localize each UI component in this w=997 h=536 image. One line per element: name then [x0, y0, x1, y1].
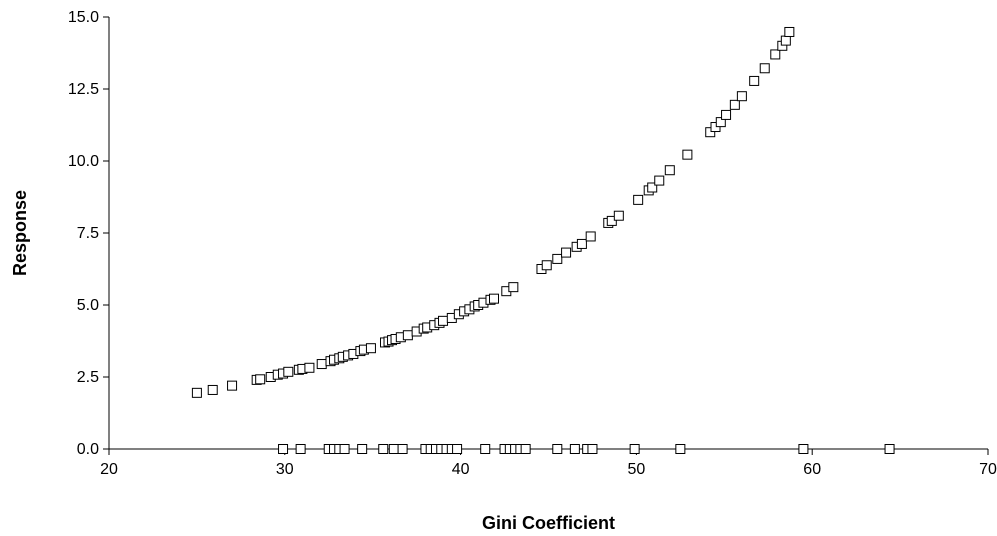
- data-point: [388, 444, 399, 454]
- data-point: [255, 374, 266, 385]
- data-point: [378, 444, 389, 454]
- x-tick-label: 40: [452, 461, 470, 478]
- data-point: [798, 444, 809, 454]
- data-point: [452, 444, 463, 454]
- data-point: [316, 359, 327, 370]
- data-point: [480, 444, 491, 454]
- axes: [108, 17, 988, 450]
- data-point: [569, 444, 580, 454]
- data-point: [357, 444, 368, 454]
- y-tick-label: 12.5: [68, 81, 99, 98]
- data-point: [770, 49, 781, 60]
- data-point: [784, 26, 795, 37]
- x-tick-label: 50: [628, 461, 646, 478]
- data-point: [884, 444, 895, 454]
- data-point: [654, 175, 665, 186]
- data-point: [749, 75, 760, 86]
- data-point: [304, 362, 315, 373]
- data-point: [227, 380, 238, 391]
- data-point: [576, 238, 587, 249]
- x-tick-label: 30: [276, 461, 294, 478]
- data-point: [365, 343, 376, 354]
- y-tick-label: 2.5: [77, 369, 99, 386]
- data-point: [283, 366, 294, 377]
- data-point: [780, 35, 791, 46]
- data-points: [191, 26, 895, 454]
- data-point: [278, 444, 289, 454]
- data-point: [664, 165, 675, 176]
- data-point: [397, 444, 408, 454]
- y-tick-label: 10.0: [68, 153, 99, 170]
- data-point: [736, 91, 747, 102]
- data-point: [606, 215, 617, 226]
- y-axis-title: Response: [10, 190, 30, 276]
- data-point: [339, 444, 350, 454]
- data-point: [705, 127, 716, 138]
- x-ticks: 20 30 40 50 60 70: [100, 449, 997, 478]
- data-point: [402, 330, 413, 341]
- data-point: [613, 210, 624, 221]
- data-point: [508, 282, 519, 293]
- data-point: [675, 444, 686, 454]
- data-point: [552, 444, 563, 454]
- data-point: [729, 99, 740, 110]
- data-point: [191, 387, 202, 398]
- data-point: [721, 109, 732, 120]
- data-point: [552, 253, 563, 264]
- data-point: [587, 444, 598, 454]
- data-point: [520, 444, 531, 454]
- data-point: [715, 117, 726, 128]
- x-tick-label: 60: [803, 461, 821, 478]
- y-ticks: 0.0 2.5 5.0 7.5 10.0 12.5 15.0: [68, 9, 109, 458]
- y-tick-label: 5.0: [77, 297, 99, 314]
- data-point: [647, 182, 658, 193]
- x-axis-title: Gini Coefficient: [482, 513, 615, 533]
- data-point: [561, 247, 572, 258]
- y-tick-label: 15.0: [68, 9, 99, 26]
- x-tick-label: 70: [979, 461, 997, 478]
- x-tick-label: 20: [100, 461, 118, 478]
- data-point: [633, 194, 644, 205]
- data-point: [207, 384, 218, 395]
- data-point: [541, 260, 552, 271]
- data-point: [489, 293, 500, 304]
- data-point: [438, 315, 449, 326]
- data-point: [295, 444, 306, 454]
- data-point: [759, 63, 770, 74]
- y-tick-label: 7.5: [77, 225, 99, 242]
- data-point: [585, 231, 596, 242]
- data-point: [629, 444, 640, 454]
- data-point: [682, 149, 693, 160]
- y-tick-label: 0.0: [77, 441, 99, 458]
